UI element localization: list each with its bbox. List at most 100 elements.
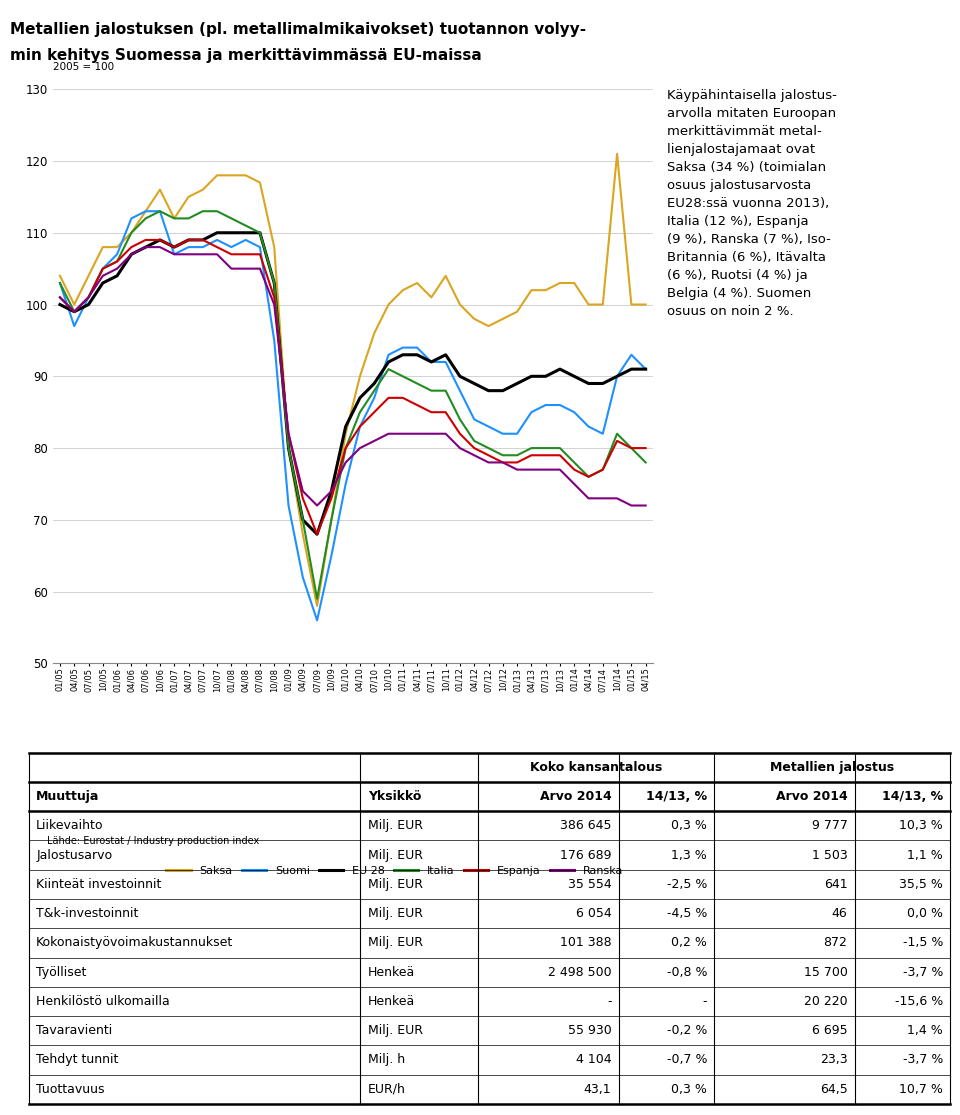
Suomi [583, 420, 594, 434]
Espanja [111, 254, 123, 268]
Italia [325, 513, 337, 526]
Ranska [140, 241, 152, 254]
EU 28 [425, 356, 437, 369]
Italia [68, 306, 80, 319]
Saksa [283, 442, 295, 455]
Suomi [354, 420, 366, 434]
Ranska [583, 492, 594, 505]
Ranska [240, 262, 252, 275]
Suomi [155, 204, 166, 217]
Italia [155, 204, 166, 217]
Italia [97, 262, 108, 275]
Text: 46: 46 [831, 908, 848, 920]
Text: 176 689: 176 689 [560, 849, 612, 862]
Saksa [54, 269, 65, 282]
Text: 2 498 500: 2 498 500 [548, 966, 612, 979]
EU 28 [269, 277, 280, 290]
Text: EUR/h: EUR/h [368, 1083, 405, 1096]
EU 28 [411, 348, 422, 361]
Text: Milj. EUR: Milj. EUR [368, 908, 422, 920]
Italia [168, 212, 180, 225]
Text: -0,8 %: -0,8 % [666, 966, 707, 979]
Ranska [612, 492, 623, 505]
Saksa [325, 513, 337, 526]
Ranska [311, 498, 323, 512]
EU 28 [97, 277, 108, 290]
Espanja [254, 248, 266, 261]
Text: Yksikkö: Yksikkö [368, 791, 421, 803]
Suomi [497, 427, 509, 440]
Ranska [269, 298, 280, 311]
Saksa [626, 298, 637, 311]
Espanja [155, 233, 166, 246]
EU 28 [383, 356, 395, 369]
Suomi [197, 241, 208, 254]
Text: 0,0 %: 0,0 % [907, 908, 943, 920]
EU 28 [597, 377, 609, 390]
EU 28 [168, 241, 180, 254]
Saksa [182, 191, 194, 204]
Text: Milj. EUR: Milj. EUR [368, 937, 422, 949]
EU 28 [83, 298, 94, 311]
Text: -: - [703, 995, 707, 1008]
Text: Milj. EUR: Milj. EUR [368, 849, 422, 862]
Ranska [211, 248, 223, 261]
Espanja [497, 456, 509, 469]
EU 28 [325, 484, 337, 497]
EU 28 [612, 370, 623, 384]
Text: -3,7 %: -3,7 % [902, 966, 943, 979]
Ranska [68, 306, 80, 319]
Ranska [454, 442, 466, 455]
EU 28 [182, 233, 194, 246]
Ranska [369, 434, 380, 447]
Italia [497, 448, 509, 462]
Italia [140, 212, 152, 225]
Ranska [468, 448, 480, 462]
EU 28 [583, 377, 594, 390]
Italia [526, 442, 538, 455]
Espanja [54, 291, 65, 304]
Line: Ranska: Ranska [60, 248, 646, 505]
Saksa [269, 241, 280, 254]
Text: Arvo 2014: Arvo 2014 [776, 791, 848, 803]
Suomi [397, 341, 409, 355]
Suomi [512, 427, 523, 440]
Italia [211, 204, 223, 217]
Italia [397, 370, 409, 384]
Italia [512, 448, 523, 462]
Suomi [325, 549, 337, 562]
Text: 23,3: 23,3 [820, 1054, 848, 1066]
Saksa [425, 291, 437, 304]
Saksa [440, 269, 451, 282]
Saksa [311, 599, 323, 612]
Ranska [554, 463, 565, 476]
Ranska [297, 484, 308, 497]
Italia [311, 592, 323, 605]
EU 28 [155, 233, 166, 246]
Italia [297, 513, 308, 526]
Suomi [168, 248, 180, 261]
Espanja [140, 233, 152, 246]
Italia [54, 277, 65, 290]
Ranska [526, 463, 538, 476]
Ranska [182, 248, 194, 261]
Text: Milj. h: Milj. h [368, 1054, 405, 1066]
Saksa [397, 283, 409, 297]
Text: -4,5 %: -4,5 % [666, 908, 707, 920]
Espanja [425, 406, 437, 419]
Ranska [226, 262, 237, 275]
Suomi [612, 370, 623, 384]
Suomi [526, 406, 538, 419]
Saksa [197, 183, 208, 196]
Text: 55 930: 55 930 [567, 1025, 612, 1037]
Suomi [540, 398, 551, 411]
Saksa [97, 241, 108, 254]
Ranska [97, 269, 108, 282]
Text: 6 054: 6 054 [576, 908, 612, 920]
Italia [226, 212, 237, 225]
Italia [111, 254, 123, 268]
Line: EU 28: EU 28 [60, 233, 646, 534]
Italia [283, 442, 295, 455]
Ranska [397, 427, 409, 440]
Suomi [483, 420, 494, 434]
